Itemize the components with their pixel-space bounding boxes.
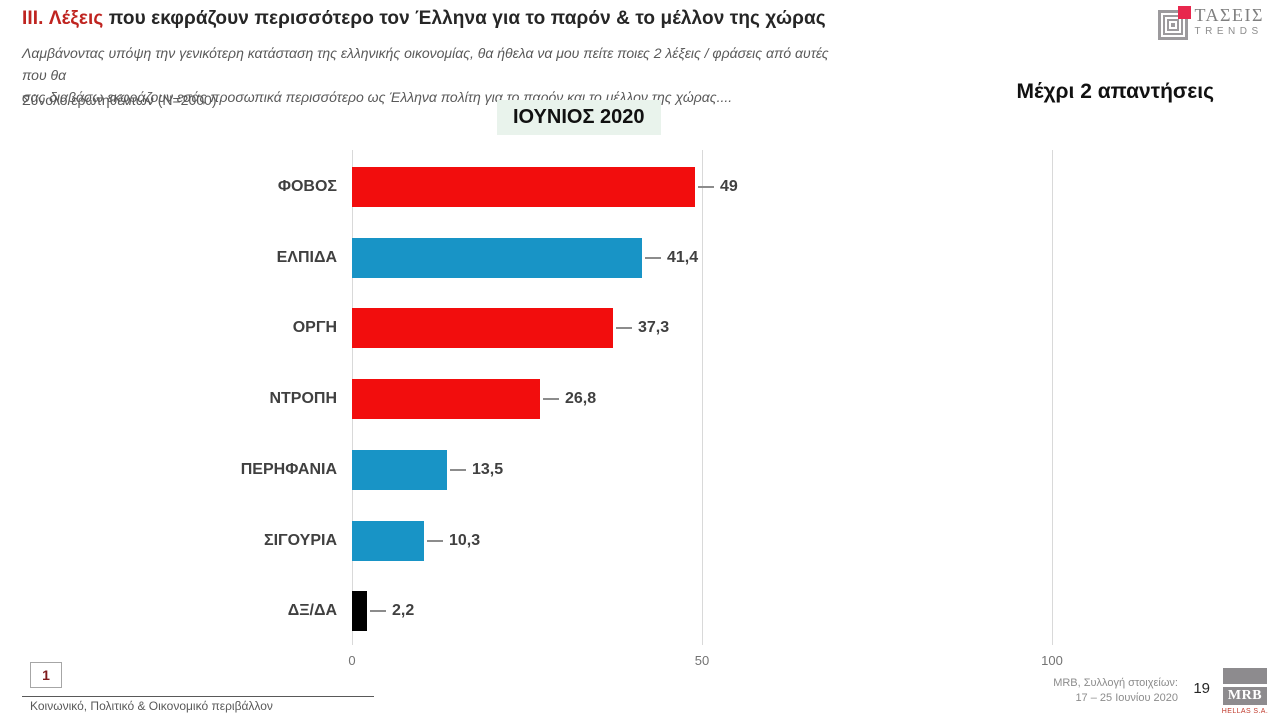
bar-category-label: ΠΕΡΗΦΑΝΙΑ [240,461,337,478]
bar-value-label: 2,2 [392,602,415,619]
page-title-rest: που εκφράζουν περισσότερο τον Έλληνα για… [103,8,826,29]
chapter-number-box: 1 [30,662,62,688]
bar-category-label: ΕΛΠΙΔΑ [276,249,337,266]
bar-category-label: ΝΤΡΟΠΗ [269,390,337,407]
bar-value-label: 49 [720,178,738,195]
page-number: 19 [1193,680,1210,697]
leader-line [698,186,714,188]
bar [352,167,695,207]
bar-value-label: 13,5 [472,461,504,478]
footer-divider [22,696,374,697]
bar [352,450,447,490]
tassis-trends-logo: ΤΑΣΕΙΣ TRENDS [1156,6,1265,47]
bar [352,238,642,278]
bar [352,591,367,631]
sample-size-note: Σύνολο ερωτηθέντων (N=2000) [22,92,217,108]
leader-line [645,257,661,259]
source-note-line2: 17 – 25 Ιουνίου 2020 [1075,692,1178,704]
leader-line [450,469,466,471]
leader-line [543,398,559,400]
x-tick-label: 100 [1041,653,1063,668]
bar-category-label: ΦΟΒΟΣ [277,178,337,195]
tassis-squares-icon [1156,6,1192,47]
bar [352,379,540,419]
mrb-logo-name: MRB [1223,686,1267,706]
bar-chart: 0 50 100 ΦΟΒΟΣ 49 ΕΛΠΙΔΑ 41,4 ΟΡΓΗ 37,3 ΝΤΡΟΠΗ 26,… [0,150,1280,670]
question-text-line1: Λαμβάνοντας υπόψη την γενικότερη κατάστα… [22,45,829,83]
source-note: MRB, Συλλογή στοιχείων: 17 – 25 Ιουνίου … [1053,676,1178,706]
bar-category-label: ΟΡΓΗ [292,319,337,336]
page-title: III. Λέξεις που εκφράζουν περισσότερο το… [22,8,826,30]
section-label: Κοινωνικό, Πολιτικό & Οικονομικό περιβάλ… [30,699,273,713]
bar-value-label: 10,3 [449,532,481,549]
gridline [1052,150,1053,645]
brand-text: ΤΑΣΕΙΣ TRENDS [1195,6,1265,37]
mrb-logo-subname: HELLAS S.A. [1221,708,1269,715]
leader-line [616,327,632,329]
bar [352,521,424,561]
bar [352,308,613,348]
bar-value-label: 41,4 [667,249,699,266]
bar-value-label: 26,8 [565,390,597,407]
brand-subname: TRENDS [1194,26,1263,37]
max-answers-note: Μέχρι 2 απαντήσεις [1016,80,1214,103]
mrb-hellas-logo: MRB HELLAS S.A. [1222,668,1268,715]
leader-line [370,610,386,612]
x-tick-label: 0 [348,653,356,668]
brand-name: ΤΑΣΕΙΣ [1194,5,1264,25]
mrb-logo-block [1223,668,1267,684]
bar-category-label: ΣΙΓΟΥΡΙΑ [263,532,337,549]
gridline [702,150,703,645]
leader-line [427,540,443,542]
x-tick-label: 50 [694,653,710,668]
source-note-line1: MRB, Συλλογή στοιχείων: [1053,677,1178,689]
bar-value-label: 37,3 [638,319,670,336]
page-title-prefix: III. Λέξεις [22,8,104,29]
period-badge: ΙΟΥΝΙΟΣ 2020 [497,100,661,135]
bar-category-label: ΔΞ/ΔΑ [287,602,337,619]
